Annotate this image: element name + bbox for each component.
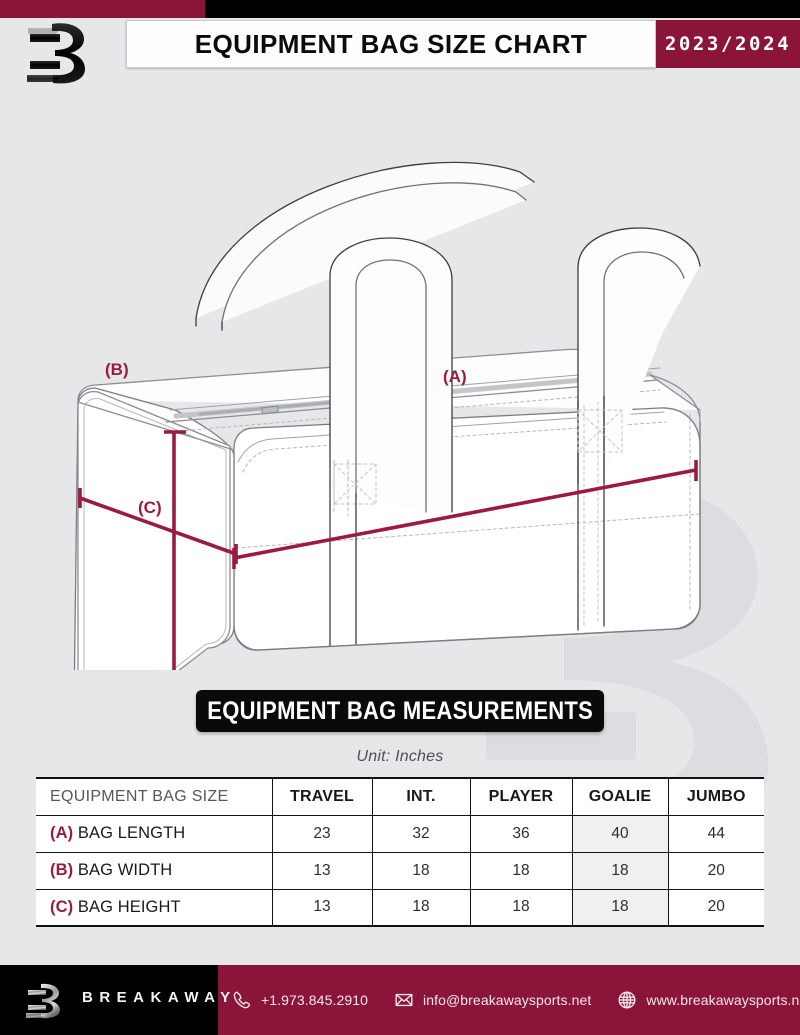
breakaway-b-logo-icon — [22, 20, 104, 86]
row-label-bag-height: (C) BAG HEIGHT — [36, 889, 272, 927]
cell-width-travel: 13 — [271, 852, 372, 890]
footer-contacts: +1.973.845.2910 info@breakawaysports.net — [232, 965, 800, 1035]
top-accent-bar-maroon — [0, 0, 205, 18]
measurements-banner-title: EQUIPMENT BAG MEASUREMENTS — [207, 696, 593, 725]
envelope-icon — [394, 990, 414, 1010]
table-row: (C) BAG HEIGHT 13 18 18 18 20 — [36, 889, 764, 927]
page-footer: BREAKAWAY +1.973.845.2910 info@breakaway… — [0, 965, 800, 1035]
measurements-banner: EQUIPMENT BAG MEASUREMENTS — [196, 690, 604, 732]
equipment-bag-line-drawing: (A) (B) (C) — [0, 110, 800, 729]
page-title-bar: EQUIPMENT BAG SIZE CHART — [126, 20, 656, 68]
row-tag-b: (B) — [50, 861, 74, 879]
cell-height-jumbo: 20 — [667, 889, 764, 927]
footer-brand-block — [0, 965, 218, 1035]
cell-length-travel: 23 — [271, 815, 372, 853]
breakaway-b-logo-icon — [24, 982, 68, 1020]
column-header-travel: TRAVEL — [271, 777, 372, 816]
size-chart-table-wrapper: EQUIPMENT BAG SIZE TRAVEL INT. PLAYER GO… — [36, 777, 764, 927]
cell-width-player: 18 — [469, 852, 572, 890]
season-year-label: 2023/2024 — [664, 33, 792, 55]
row-text-a: BAG LENGTH — [77, 824, 186, 842]
top-accent-bar-black — [0, 0, 800, 18]
cell-length-player: 36 — [469, 815, 572, 853]
footer-email-label: info@breakawaysports.net — [423, 992, 592, 1008]
phone-icon — [232, 990, 252, 1010]
row-tag-c: (C) — [50, 897, 74, 916]
page-title: EQUIPMENT BAG SIZE CHART — [194, 28, 588, 59]
footer-brand-label: BREAKAWAY — [82, 989, 237, 1006]
row-label-bag-width: (B) BAG WIDTH — [36, 852, 272, 890]
cell-width-goalie: 18 — [571, 852, 668, 890]
cell-length-goalie: 40 — [571, 815, 668, 853]
size-chart-table: EQUIPMENT BAG SIZE TRAVEL INT. PLAYER GO… — [36, 777, 764, 927]
footer-phone-label: +1.973.845.2910 — [261, 992, 368, 1008]
cell-length-jumbo: 44 — [667, 815, 764, 853]
label-c: (C) — [138, 498, 162, 517]
globe-icon — [617, 990, 637, 1010]
label-b: (B) — [105, 360, 129, 379]
column-header-jumbo: JUMBO — [667, 777, 764, 816]
column-header-size: EQUIPMENT BAG SIZE — [36, 777, 272, 816]
row-label-bag-length: (A) BAG LENGTH — [36, 815, 272, 853]
cell-height-player: 18 — [469, 889, 572, 927]
column-header-player: PLAYER — [469, 777, 572, 816]
row-text-b: BAG WIDTH — [77, 861, 173, 879]
unit-note: Unit: Inches — [356, 748, 444, 765]
column-header-goalie: GOALIE — [571, 777, 668, 816]
column-header-int: INT. — [371, 777, 470, 816]
table-header-row: EQUIPMENT BAG SIZE TRAVEL INT. PLAYER GO… — [36, 777, 764, 816]
cell-width-int: 18 — [371, 852, 470, 890]
footer-contact-website[interactable]: www.breakawaysports.net — [617, 990, 800, 1010]
cell-height-goalie: 18 — [571, 889, 668, 927]
row-tag-a: (A) — [50, 824, 74, 842]
page-header: EQUIPMENT BAG SIZE CHART 2023/2024 — [0, 18, 800, 88]
row-text-c: BAG HEIGHT — [77, 897, 181, 916]
cell-width-jumbo: 20 — [667, 852, 764, 890]
footer-contact-email[interactable]: info@breakawaysports.net — [394, 990, 591, 1010]
cell-height-travel: 13 — [271, 889, 372, 927]
table-row: (A) BAG LENGTH 23 32 36 40 44 — [36, 815, 764, 853]
label-a: (A) — [443, 367, 467, 386]
cell-length-int: 32 — [371, 815, 470, 853]
footer-contact-phone[interactable]: +1.973.845.2910 — [232, 990, 368, 1010]
season-year-badge: 2023/2024 — [656, 20, 800, 68]
cell-height-int: 18 — [371, 889, 470, 927]
footer-website-label: www.breakawaysports.net — [646, 992, 800, 1008]
table-row: (B) BAG WIDTH 13 18 18 18 20 — [36, 852, 764, 890]
